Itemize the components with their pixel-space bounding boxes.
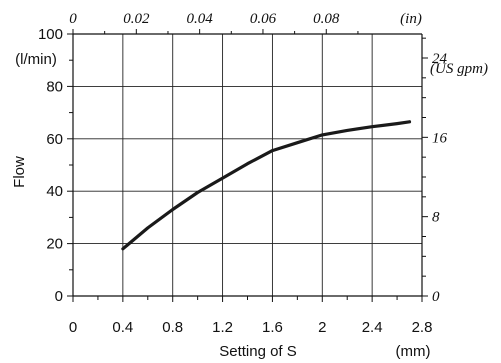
top-tick-label: 0.08 — [313, 11, 340, 27]
right-tick-label: 24 — [432, 51, 448, 67]
top-tick-label: 0.06 — [250, 11, 277, 27]
y-tick-label: 60 — [46, 131, 63, 148]
y-axis-label: Flow — [11, 156, 28, 188]
x-tick-label: 2 — [318, 319, 326, 336]
right-tick-label: 8 — [432, 210, 440, 226]
data-series — [121, 120, 412, 251]
x-axis-label: Setting of S — [219, 343, 297, 360]
top-tick-label: 0 — [69, 11, 77, 27]
x-tick-label: 0.8 — [162, 319, 183, 336]
right-tick-label: 16 — [432, 130, 448, 146]
y-tick-label: 40 — [46, 183, 63, 200]
top-axis-unit-label: (in) — [400, 11, 422, 27]
top-tick-label: 0.02 — [123, 11, 150, 27]
x-unit-label: (mm) — [396, 343, 431, 360]
y-tick-label: 0 — [55, 288, 63, 305]
x-tick-label: 2.8 — [412, 319, 433, 336]
right-tick-label: 0 — [432, 289, 440, 305]
top-tick-label: 0.04 — [187, 11, 214, 27]
x-tick-label: 1.2 — [212, 319, 233, 336]
x-tick-label: 0.4 — [112, 319, 133, 336]
x-tick-label: 1.6 — [262, 319, 283, 336]
y-tick-label: 80 — [46, 78, 63, 95]
x-tick-label: 2.4 — [362, 319, 383, 336]
x-tick-label: 0 — [69, 319, 77, 336]
right-axis-unit-label: (US gpm) — [430, 61, 488, 77]
y-tick-label: 100 — [38, 26, 63, 43]
y-tick-label: 20 — [46, 236, 63, 253]
flow-curve — [121, 120, 412, 251]
y-unit-label: (l/min) — [15, 51, 57, 68]
